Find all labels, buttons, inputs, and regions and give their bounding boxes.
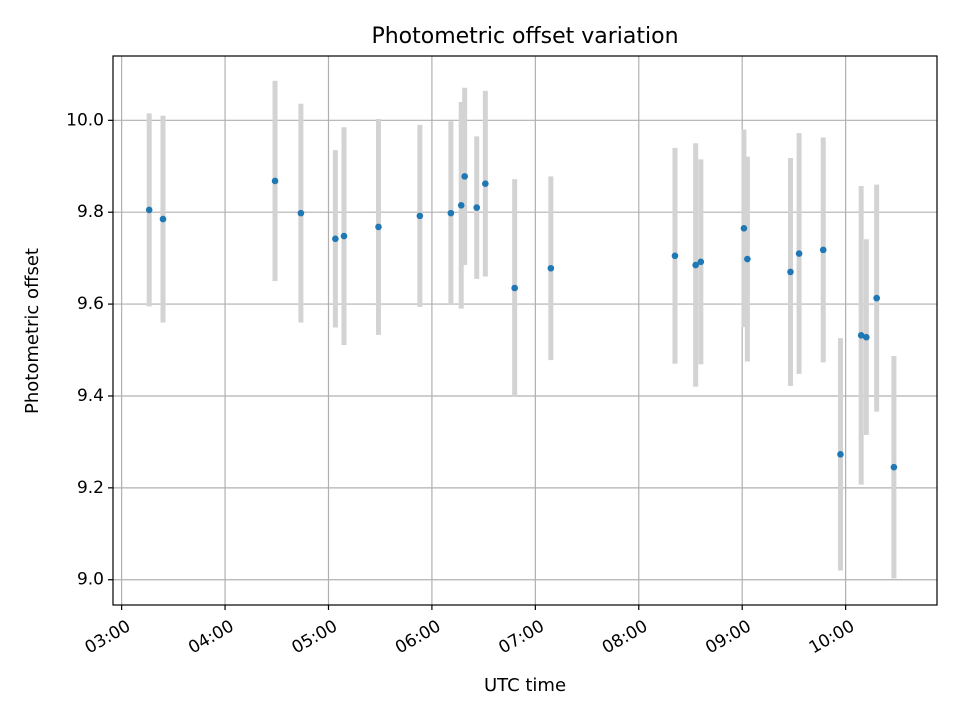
data-point bbox=[511, 284, 518, 292]
data-point bbox=[857, 332, 865, 339]
data-point bbox=[547, 264, 555, 272]
data-point bbox=[837, 451, 844, 458]
y-axis-label: Photometric offset bbox=[22, 248, 43, 414]
data-point bbox=[482, 180, 489, 188]
data-point bbox=[416, 212, 424, 220]
y-tick-label: 9.6 bbox=[77, 294, 104, 314]
data-point bbox=[890, 463, 898, 471]
data-point bbox=[819, 246, 827, 254]
plot-frame bbox=[112, 55, 938, 606]
y-tick-label: 9.0 bbox=[77, 570, 104, 590]
data-point bbox=[697, 258, 705, 266]
data-point bbox=[461, 173, 468, 180]
data-point bbox=[744, 255, 751, 263]
data-point bbox=[447, 209, 455, 217]
data-point bbox=[863, 333, 870, 341]
y-tick-label: 9.4 bbox=[77, 386, 104, 406]
y-axis: 9.0 9.2 9.4 9.6 9.8 10.0 bbox=[66, 110, 113, 590]
data-point bbox=[795, 250, 803, 257]
chart-title: Photometric offset variation bbox=[371, 24, 678, 49]
data-point bbox=[332, 235, 339, 243]
data-point bbox=[375, 223, 382, 231]
data-point bbox=[873, 294, 880, 302]
point-layer bbox=[145, 173, 898, 471]
data-point bbox=[671, 252, 679, 260]
x-axis-label: UTC time bbox=[484, 675, 566, 696]
data-point bbox=[271, 177, 279, 185]
data-point bbox=[340, 232, 348, 240]
plot-area bbox=[112, 55, 938, 606]
data-point bbox=[473, 204, 481, 211]
data-point bbox=[297, 209, 305, 217]
data-point bbox=[145, 206, 153, 214]
y-tick-label: 9.8 bbox=[77, 202, 104, 222]
data-point bbox=[692, 261, 699, 269]
data-point bbox=[787, 268, 794, 276]
data-point bbox=[457, 202, 465, 209]
data-point bbox=[740, 224, 748, 232]
y-tick-label: 9.2 bbox=[77, 478, 104, 498]
data-point bbox=[159, 215, 167, 223]
y-tick-label: 10.0 bbox=[66, 110, 104, 130]
